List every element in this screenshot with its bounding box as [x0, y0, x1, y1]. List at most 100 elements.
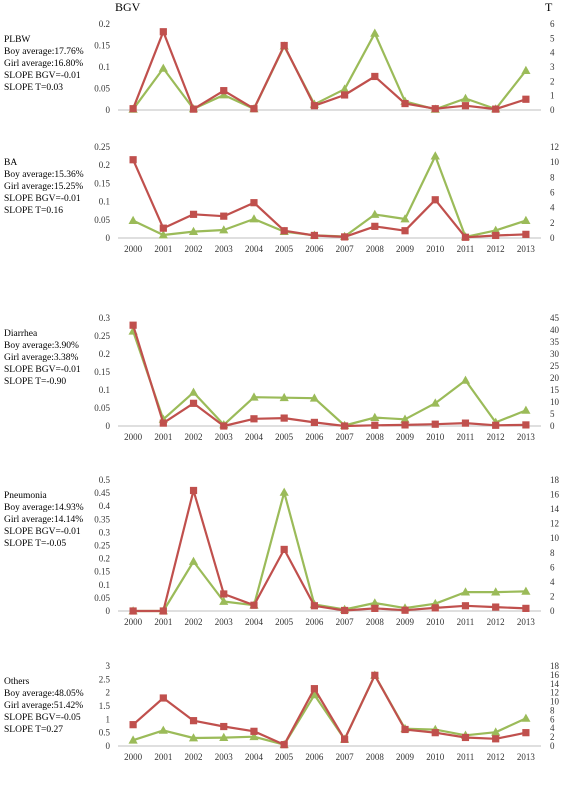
x-tick-label: 2001 [154, 244, 172, 254]
y-right-tick-label: 14 [550, 679, 560, 689]
y-left-tick-label: 2 [106, 688, 111, 698]
y-left-tick-label: 0.25 [94, 142, 110, 152]
y-left-tick-label: 0.2 [99, 349, 110, 359]
left-axis-header: BGV [115, 0, 141, 14]
panel-note: Girl average:14.14% [4, 515, 83, 525]
t-point [430, 398, 440, 407]
t-point [188, 556, 199, 565]
x-tick-label: 2005 [275, 752, 294, 762]
y-right-tick-label: 12 [550, 688, 559, 698]
x-tick-label: 2009 [396, 432, 415, 442]
y-left-tick-label: 2.5 [99, 674, 111, 684]
y-left-tick-label: 0.2 [99, 160, 110, 170]
x-tick-label: 2004 [245, 244, 264, 254]
y-right-tick-label: 8 [550, 172, 555, 182]
bgv-point [431, 420, 439, 428]
bgv-point [189, 486, 198, 495]
x-tick-label: 2000 [124, 432, 143, 442]
y-right-tick-label: 0 [550, 421, 555, 431]
y-right-tick-label: 15 [550, 385, 560, 395]
y-right-tick-label: 4 [550, 577, 555, 587]
x-tick-label: 2006 [305, 432, 324, 442]
right-axis-header: T [545, 0, 553, 14]
bgv-point [310, 231, 318, 240]
y-left-tick-label: 0.45 [94, 488, 110, 498]
bgv-point [461, 102, 470, 110]
t-point [370, 598, 380, 607]
bgv-point [341, 91, 349, 99]
y-left-tick-label: 3 [106, 661, 111, 671]
y-right-tick-label: 0 [550, 741, 555, 751]
y-right-tick-label: 12 [550, 519, 559, 529]
x-tick-label: 2001 [154, 617, 172, 627]
panel-note: SLOPE T=-0.05 [4, 539, 66, 549]
t-point [370, 412, 380, 421]
y-right-tick-label: 0 [550, 606, 555, 616]
bgv-point [401, 421, 409, 429]
y-right-tick-label: 2 [550, 76, 555, 86]
y-right-tick-label: 5 [550, 409, 555, 419]
y-right-tick-label: 18 [550, 661, 560, 671]
x-tick-label: 2000 [124, 752, 143, 762]
y-right-tick-label: 14 [550, 504, 560, 514]
t-point [521, 215, 531, 224]
y-right-tick-label: 30 [550, 349, 560, 359]
bgv-point [341, 422, 349, 430]
t-point [400, 414, 410, 423]
bgv-point [310, 418, 318, 426]
y-right-tick-label: 10 [550, 533, 560, 543]
chart-panel-plbw: 0 0.05 0.1 0.15 0.2 0 1 2 3 4 5 6 PLBW Boy average:17… [4, 19, 555, 115]
y-left-tick-label: 0.05 [94, 593, 110, 603]
y-right-tick-label: 8 [550, 548, 555, 558]
bgv-point [189, 210, 198, 218]
t-point [279, 487, 289, 496]
bgv-series-line [132, 324, 526, 428]
x-tick-label: 2008 [366, 617, 385, 627]
bgv-point [371, 671, 379, 679]
t-point [521, 713, 531, 722]
t-point [370, 28, 380, 37]
panel-title: BA [4, 158, 17, 168]
x-tick-label: 2007 [336, 617, 355, 627]
x-tick-label: 2012 [487, 432, 505, 442]
bgv-point [401, 227, 409, 235]
bgv-point [189, 717, 198, 725]
x-tick-label: 2002 [185, 617, 203, 627]
y-left-tick-label: 0.05 [94, 403, 110, 413]
t-point [491, 587, 501, 596]
panel-note: SLOPE BGV=-0.01 [4, 365, 81, 375]
y-right-tick-label: 6 [550, 562, 555, 572]
bgv-point [431, 196, 439, 204]
bgv-point [220, 722, 228, 731]
x-tick-label: 2010 [426, 752, 445, 762]
bgv-series-line [132, 30, 527, 111]
panel-note: SLOPE BGV=-0.01 [4, 194, 81, 204]
bgv-point [310, 685, 318, 693]
y-right-tick-label: 25 [550, 361, 560, 371]
y-left-tick-label: 0 [106, 606, 111, 616]
y-left-tick-label: 0.1 [99, 197, 110, 207]
x-tick-label: 2010 [426, 244, 445, 254]
y-right-tick-label: 6 [550, 188, 555, 198]
bgv-point [250, 199, 258, 207]
bgv-point [431, 729, 439, 737]
bgv-point [341, 735, 349, 743]
y-right-tick-label: 2 [550, 732, 555, 742]
x-tick-label: 2011 [457, 244, 475, 254]
x-tick-label: 2008 [366, 752, 385, 762]
bgv-point [401, 99, 409, 108]
t-series-line [132, 155, 527, 238]
y-right-tick-label: 40 [550, 325, 560, 335]
y-right-tick-label: 0 [550, 105, 555, 115]
bgv-point [159, 28, 167, 36]
chart-panel-ba: 0 0.05 0.1 0.15 0.2 0.25 0 2 4 6 8 10 12 2000 2001 2002… [4, 142, 560, 254]
bgv-series-line [133, 489, 526, 613]
x-tick-label: 2005 [275, 244, 294, 254]
y-right-tick-label: 4 [550, 203, 555, 213]
bgv-point [250, 105, 258, 113]
y-right-tick-label: 10 [550, 157, 560, 167]
bgv-point [461, 602, 470, 610]
bgv-point [341, 233, 349, 241]
